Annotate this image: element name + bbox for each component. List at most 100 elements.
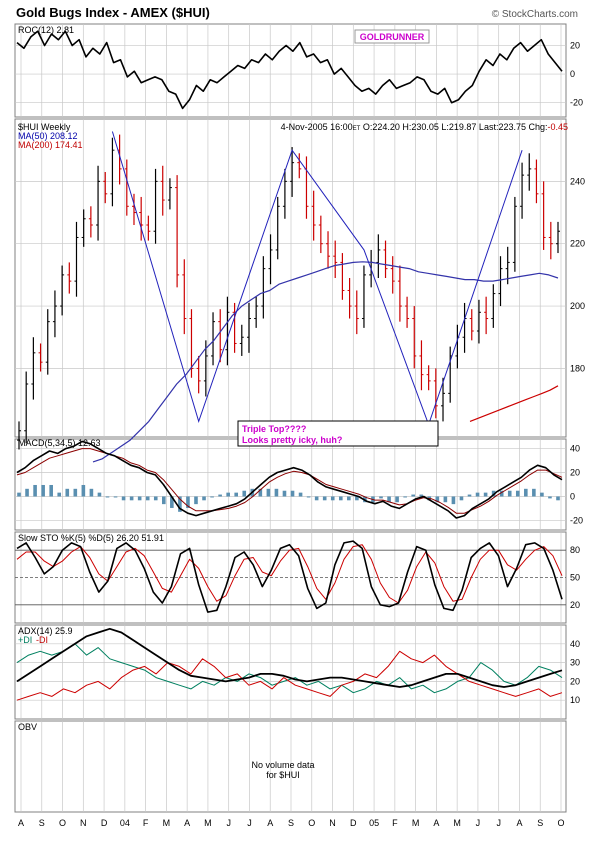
- x-tick-label: M: [412, 818, 420, 828]
- triple-top-trendline: [111, 131, 523, 426]
- x-tick-label: 05: [369, 818, 379, 828]
- price-info: 4-Nov-2005 16:00ET O:224.20 H:230.05 L:2…: [281, 122, 568, 132]
- sto-label: Slow STO %K(5) %D(5) 26.20 51.91: [18, 533, 164, 543]
- macd-histogram-bar: [202, 496, 206, 501]
- adx-line: [16, 627, 563, 688]
- sto-k-line: [16, 540, 563, 613]
- x-tick-label: J: [247, 818, 252, 828]
- macd-histogram-bar: [121, 496, 126, 501]
- macd-histogram-bar: [435, 496, 440, 503]
- x-tick-label: M: [163, 818, 171, 828]
- x-tick-label: A: [267, 818, 273, 828]
- macd-histogram-bar: [57, 492, 62, 497]
- macd-histogram-bar: [170, 496, 174, 508]
- macd-tick: 20: [570, 468, 580, 478]
- minus-di-label: -DI: [36, 635, 48, 645]
- x-tick-label: F: [143, 818, 149, 828]
- macd-histogram-bar: [306, 496, 311, 498]
- macd-histogram-bar: [218, 494, 222, 497]
- roc-tick: 0: [570, 69, 575, 79]
- macd-histogram-bar: [290, 490, 295, 497]
- obv-label: OBV: [18, 722, 37, 732]
- macd-histogram-bar: [25, 488, 29, 497]
- sto-tick: 50: [570, 573, 580, 583]
- macd-histogram-bar: [210, 496, 214, 498]
- obv-message-2: for $HUI: [266, 770, 300, 780]
- macd-histogram-bar: [314, 496, 319, 501]
- macd-histogram-bar: [282, 490, 287, 497]
- chart-title: Gold Bugs Index - AMEX ($HUI): [16, 5, 210, 20]
- roc-panel: [14, 23, 567, 118]
- roc-tick: -20: [570, 98, 583, 108]
- annotation-line-2: Looks pretty icky, huh?: [242, 435, 342, 445]
- obv-message-1: No volume data: [251, 760, 314, 770]
- goldrunner-text: GOLDRUNNER: [360, 32, 425, 42]
- macd-label: MACD(5,34,5) 12.63: [18, 438, 101, 448]
- x-tick-label: D: [101, 818, 108, 828]
- price-tick: 240: [570, 176, 585, 186]
- macd-histogram-bar: [162, 496, 166, 505]
- x-tick-label: O: [59, 818, 66, 828]
- macd-histogram-bar: [81, 484, 86, 497]
- macd-histogram-bar: [105, 496, 110, 498]
- plus-di-line: [16, 643, 563, 694]
- macd-histogram-bar: [499, 490, 504, 497]
- macd-histogram-bar: [33, 484, 37, 497]
- macd-histogram-bar: [226, 492, 230, 497]
- x-tick-label: 04: [120, 818, 130, 828]
- macd-histogram-bar: [274, 488, 279, 497]
- macd-histogram-bar: [387, 496, 391, 503]
- macd-histogram-bar: [419, 494, 424, 497]
- macd-histogram-bar: [97, 492, 102, 497]
- macd-histogram-bar: [145, 496, 150, 501]
- macd-histogram-bar: [532, 488, 536, 497]
- x-tick-label: N: [329, 818, 336, 828]
- adx-tick: 10: [570, 695, 580, 705]
- macd-histogram-bar: [411, 494, 415, 497]
- adx-tick: 30: [570, 658, 580, 668]
- x-tick-label: J: [476, 818, 481, 828]
- macd-histogram-bar: [178, 496, 182, 512]
- x-tick-label: J: [226, 818, 231, 828]
- macd-histogram-bar: [41, 484, 45, 497]
- macd-histogram-bar: [483, 492, 488, 497]
- x-tick-label: A: [18, 818, 24, 828]
- price-panel: [14, 118, 567, 438]
- macd-histogram-bar: [137, 496, 142, 501]
- macd-histogram-bar: [451, 496, 456, 505]
- x-tick-label: S: [288, 818, 294, 828]
- roc-tick: 20: [570, 40, 580, 50]
- x-tick-label: J: [496, 818, 501, 828]
- ma50-line: [92, 261, 559, 463]
- macd-histogram-bar: [65, 488, 70, 497]
- x-tick-label: S: [537, 818, 543, 828]
- macd-histogram-bar: [129, 496, 134, 501]
- macd-histogram-bar: [459, 496, 464, 501]
- macd-histogram-bar: [355, 496, 359, 501]
- roc-label: ROC(12) 2.81: [18, 25, 74, 35]
- macd-histogram-bar: [443, 496, 448, 503]
- macd-histogram-bar: [266, 488, 271, 497]
- x-tick-label: S: [39, 818, 45, 828]
- copyright-text: © StockCharts.com: [492, 9, 578, 20]
- macd-tick: -20: [570, 515, 583, 525]
- macd-histogram-bar: [467, 494, 472, 497]
- ma50-label: MA(50) 208.12: [18, 131, 78, 141]
- annotation-box: [237, 420, 439, 447]
- goldrunner-badge: [354, 29, 430, 44]
- macd-histogram-bar: [347, 496, 351, 501]
- x-tick-label: A: [516, 818, 522, 828]
- ma200-line: [469, 385, 559, 422]
- macd-histogram-bar: [298, 492, 303, 497]
- price-tick: 180: [570, 363, 585, 373]
- macd-histogram-bar: [395, 496, 399, 503]
- macd-histogram-bar: [338, 496, 343, 501]
- macd-histogram-bar: [242, 490, 247, 497]
- price-label: $HUI Weekly: [18, 122, 71, 132]
- macd-histogram-bar: [153, 496, 158, 501]
- macd-histogram-bar: [524, 488, 528, 497]
- macd-histogram-bar: [89, 488, 94, 497]
- macd-histogram-bar: [113, 496, 118, 498]
- macd-line: [16, 440, 563, 519]
